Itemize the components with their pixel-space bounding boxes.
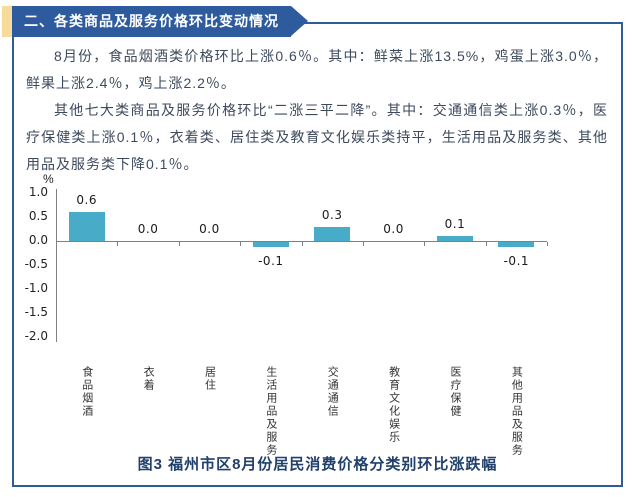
y-axis-unit-label: % — [43, 172, 54, 186]
body-text: 8月份，食品烟酒类价格环比上涨0.6％。其中：鲜菜上涨13.5%，鸡蛋上涨3.0… — [26, 43, 608, 178]
category-label: 居住 — [203, 366, 216, 392]
bar-value-label: 0.3 — [321, 207, 343, 222]
bar-value-label: -0.1 — [258, 253, 284, 268]
category-label: 衣着 — [142, 366, 155, 392]
bar — [436, 236, 473, 241]
banner-accent-bar — [2, 6, 12, 37]
category-label: 生活用品及服务 — [264, 366, 277, 457]
x-axis-tick — [424, 242, 426, 246]
section-header-banner: 二、各类商品及服务价格环比变动情况 — [2, 6, 308, 37]
y-tick-label: -0.5 — [24, 257, 48, 271]
y-tick-label: -1.5 — [24, 305, 48, 319]
y-tick-label: -2.0 — [24, 329, 48, 343]
x-axis-tick — [178, 242, 180, 246]
x-axis-tick — [240, 242, 242, 246]
paragraph-other-categories: 其他七大类商品及服务价格环比“二涨三平二降”。其中：交通通信类上涨0.3％，医疗… — [26, 102, 608, 172]
section-title: 二、各类商品及服务价格环比变动情况 — [12, 6, 291, 37]
bar-value-label: 0.1 — [444, 217, 466, 232]
bar-value-label: 0.6 — [76, 193, 97, 208]
y-tick-label: 1.0 — [28, 185, 48, 199]
bar — [252, 242, 289, 247]
bar-value-label: -0.1 — [503, 253, 530, 268]
category-label: 医疗保健 — [448, 366, 461, 418]
bar — [314, 226, 351, 241]
y-tick-label: 0.0 — [28, 233, 48, 247]
banner-arrow-icon — [291, 6, 308, 36]
category-label: 其他用品及服务 — [510, 366, 523, 457]
category-label: 食品烟酒 — [80, 366, 93, 418]
y-tick-label: 0.5 — [28, 209, 48, 223]
paragraph-food-prices: 8月份，食品烟酒类价格环比上涨0.6％。其中：鲜菜上涨13.5%，鸡蛋上涨3.0… — [26, 48, 608, 91]
x-axis-tick — [362, 242, 364, 246]
x-axis — [56, 241, 547, 242]
figure-caption: 图3 福州市区8月份居民消费价格分类别环比涨跌幅 — [137, 456, 498, 473]
category-label: 交通通信 — [326, 366, 339, 418]
bar — [498, 242, 535, 247]
x-axis-tick — [485, 242, 487, 246]
x-axis-tick — [301, 242, 303, 246]
x-axis-tick — [547, 242, 548, 246]
content-border-box — [12, 22, 623, 487]
x-axis-tick — [117, 242, 119, 246]
y-axis — [56, 189, 57, 342]
category-label: 教育文化娱乐 — [387, 366, 400, 444]
bar-value-label: 0.0 — [199, 222, 220, 236]
y-tick-label: -1.0 — [24, 281, 48, 295]
bar-value-label: 0.0 — [137, 222, 159, 236]
bar — [68, 212, 105, 241]
bar-chart: % 1.0 0.5 0.0 -0.5 -1.0 -1.5 -2.0 0.6 食品烟酒 0.0 衣着 0.… — [0, 170, 632, 457]
bar-value-label: 0.0 — [383, 222, 404, 236]
